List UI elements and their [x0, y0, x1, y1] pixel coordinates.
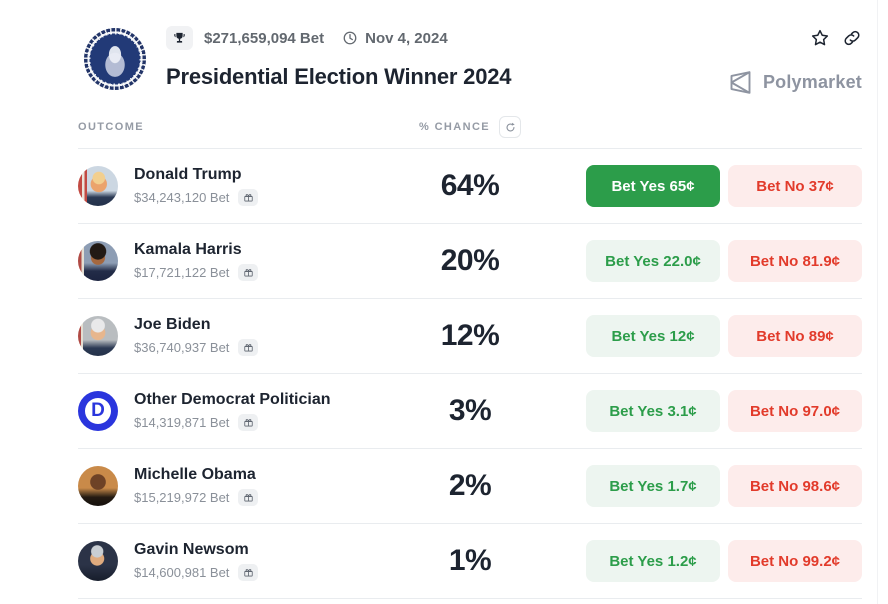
chance-value: 3% [448, 394, 492, 427]
chance-value: 12% [440, 319, 500, 352]
gift-icon[interactable] [238, 564, 259, 581]
refresh-icon [506, 122, 515, 131]
outcome-name: Donald Trump [134, 166, 242, 183]
gift-icon[interactable] [238, 189, 259, 206]
outcome-name: Gavin Newsom [134, 541, 249, 558]
polymarket-logo-text: Polymarket [762, 72, 862, 92]
outcome-column-header: OUTCOME [78, 121, 145, 133]
polymarket-logo-icon [730, 71, 751, 94]
refresh-button[interactable] [499, 116, 522, 138]
market-header: $271,659,094 Bet Nov 4, 2024 Presidentia… [78, 24, 862, 96]
avatar [78, 541, 118, 581]
chance-value: 1% [448, 544, 492, 577]
table-header-row: OUTCOME % CHANCE [78, 116, 862, 149]
copy-link-icon[interactable] [842, 28, 862, 48]
bet-no-button[interactable]: Bet No 81.9¢ [728, 240, 862, 282]
bet-yes-button[interactable]: Bet Yes 12¢ [586, 315, 720, 357]
avatar [78, 241, 118, 281]
chance-value: 2% [448, 469, 492, 502]
outcome-row[interactable]: Donald Trump $34,243,120 Bet 64% Bet Yes… [78, 149, 862, 224]
gift-icon[interactable] [238, 264, 259, 281]
bet-yes-button[interactable]: Bet Yes 65¢ [586, 165, 720, 207]
chance-value: 64% [440, 169, 500, 202]
bet-no-button[interactable]: Bet No 37¢ [728, 165, 862, 207]
avatar [78, 316, 118, 356]
outcome-name: Kamala Harris [134, 241, 242, 258]
page-title: Presidential Election Winner 2024 [166, 64, 512, 89]
gift-icon[interactable] [238, 414, 259, 431]
outcome-row[interactable]: Michelle Obama $15,219,972 Bet 2% Bet Ye… [78, 449, 862, 524]
outcome-bet-amount: $14,600,981 Bet [134, 565, 230, 580]
bet-yes-button[interactable]: Bet Yes 1.2¢ [586, 540, 720, 582]
gift-icon[interactable] [238, 339, 259, 356]
event-image [84, 28, 146, 90]
polymarket-logo[interactable]: Polymarket [727, 69, 862, 96]
bet-yes-button[interactable]: Bet Yes 1.7¢ [586, 465, 720, 507]
event-date: Nov 4, 2024 [365, 29, 448, 47]
scrollbar-track[interactable] [877, 0, 878, 604]
bet-yes-button[interactable]: Bet Yes 3.1¢ [586, 390, 720, 432]
total-bet-amount: $271,659,094 Bet [204, 29, 325, 47]
outcome-name: Michelle Obama [134, 466, 256, 483]
bet-yes-button[interactable]: Bet Yes 22.0¢ [586, 240, 720, 282]
avatar: D [78, 391, 118, 431]
chance-value: 20% [440, 244, 500, 277]
bet-no-button[interactable]: Bet No 98.6¢ [728, 465, 862, 507]
trophy-icon [166, 26, 193, 50]
outcome-name: Joe Biden [134, 316, 211, 333]
avatar [78, 466, 118, 506]
outcome-bet-amount: $17,721,122 Bet [134, 265, 230, 280]
avatar [78, 166, 118, 206]
outcome-row[interactable]: D Other Democrat Politician $14,319,871 … [78, 374, 862, 449]
chance-column-header: % CHANCE [418, 121, 491, 133]
outcome-name: Other Democrat Politician [134, 391, 331, 408]
outcome-list: Donald Trump $34,243,120 Bet 64% Bet Yes… [78, 149, 862, 599]
outcome-row[interactable]: Kamala Harris $17,721,122 Bet 20% Bet Ye… [78, 224, 862, 299]
gift-icon[interactable] [238, 489, 259, 506]
outcome-bet-amount: $34,243,120 Bet [134, 190, 230, 205]
bet-no-button[interactable]: Bet No 99.2¢ [728, 540, 862, 582]
outcome-bet-amount: $15,219,972 Bet [134, 490, 230, 505]
clock-icon [342, 30, 358, 46]
outcome-row[interactable]: Gavin Newsom $14,600,981 Bet 1% Bet Yes … [78, 524, 862, 599]
outcome-row[interactable]: Joe Biden $36,740,937 Bet 12% Bet Yes 12… [78, 299, 862, 374]
outcome-bet-amount: $14,319,871 Bet [134, 415, 230, 430]
favorite-star-icon[interactable] [810, 28, 830, 48]
outcome-bet-amount: $36,740,937 Bet [134, 340, 230, 355]
bet-no-button[interactable]: Bet No 89¢ [728, 315, 862, 357]
bet-no-button[interactable]: Bet No 97.0¢ [728, 390, 862, 432]
